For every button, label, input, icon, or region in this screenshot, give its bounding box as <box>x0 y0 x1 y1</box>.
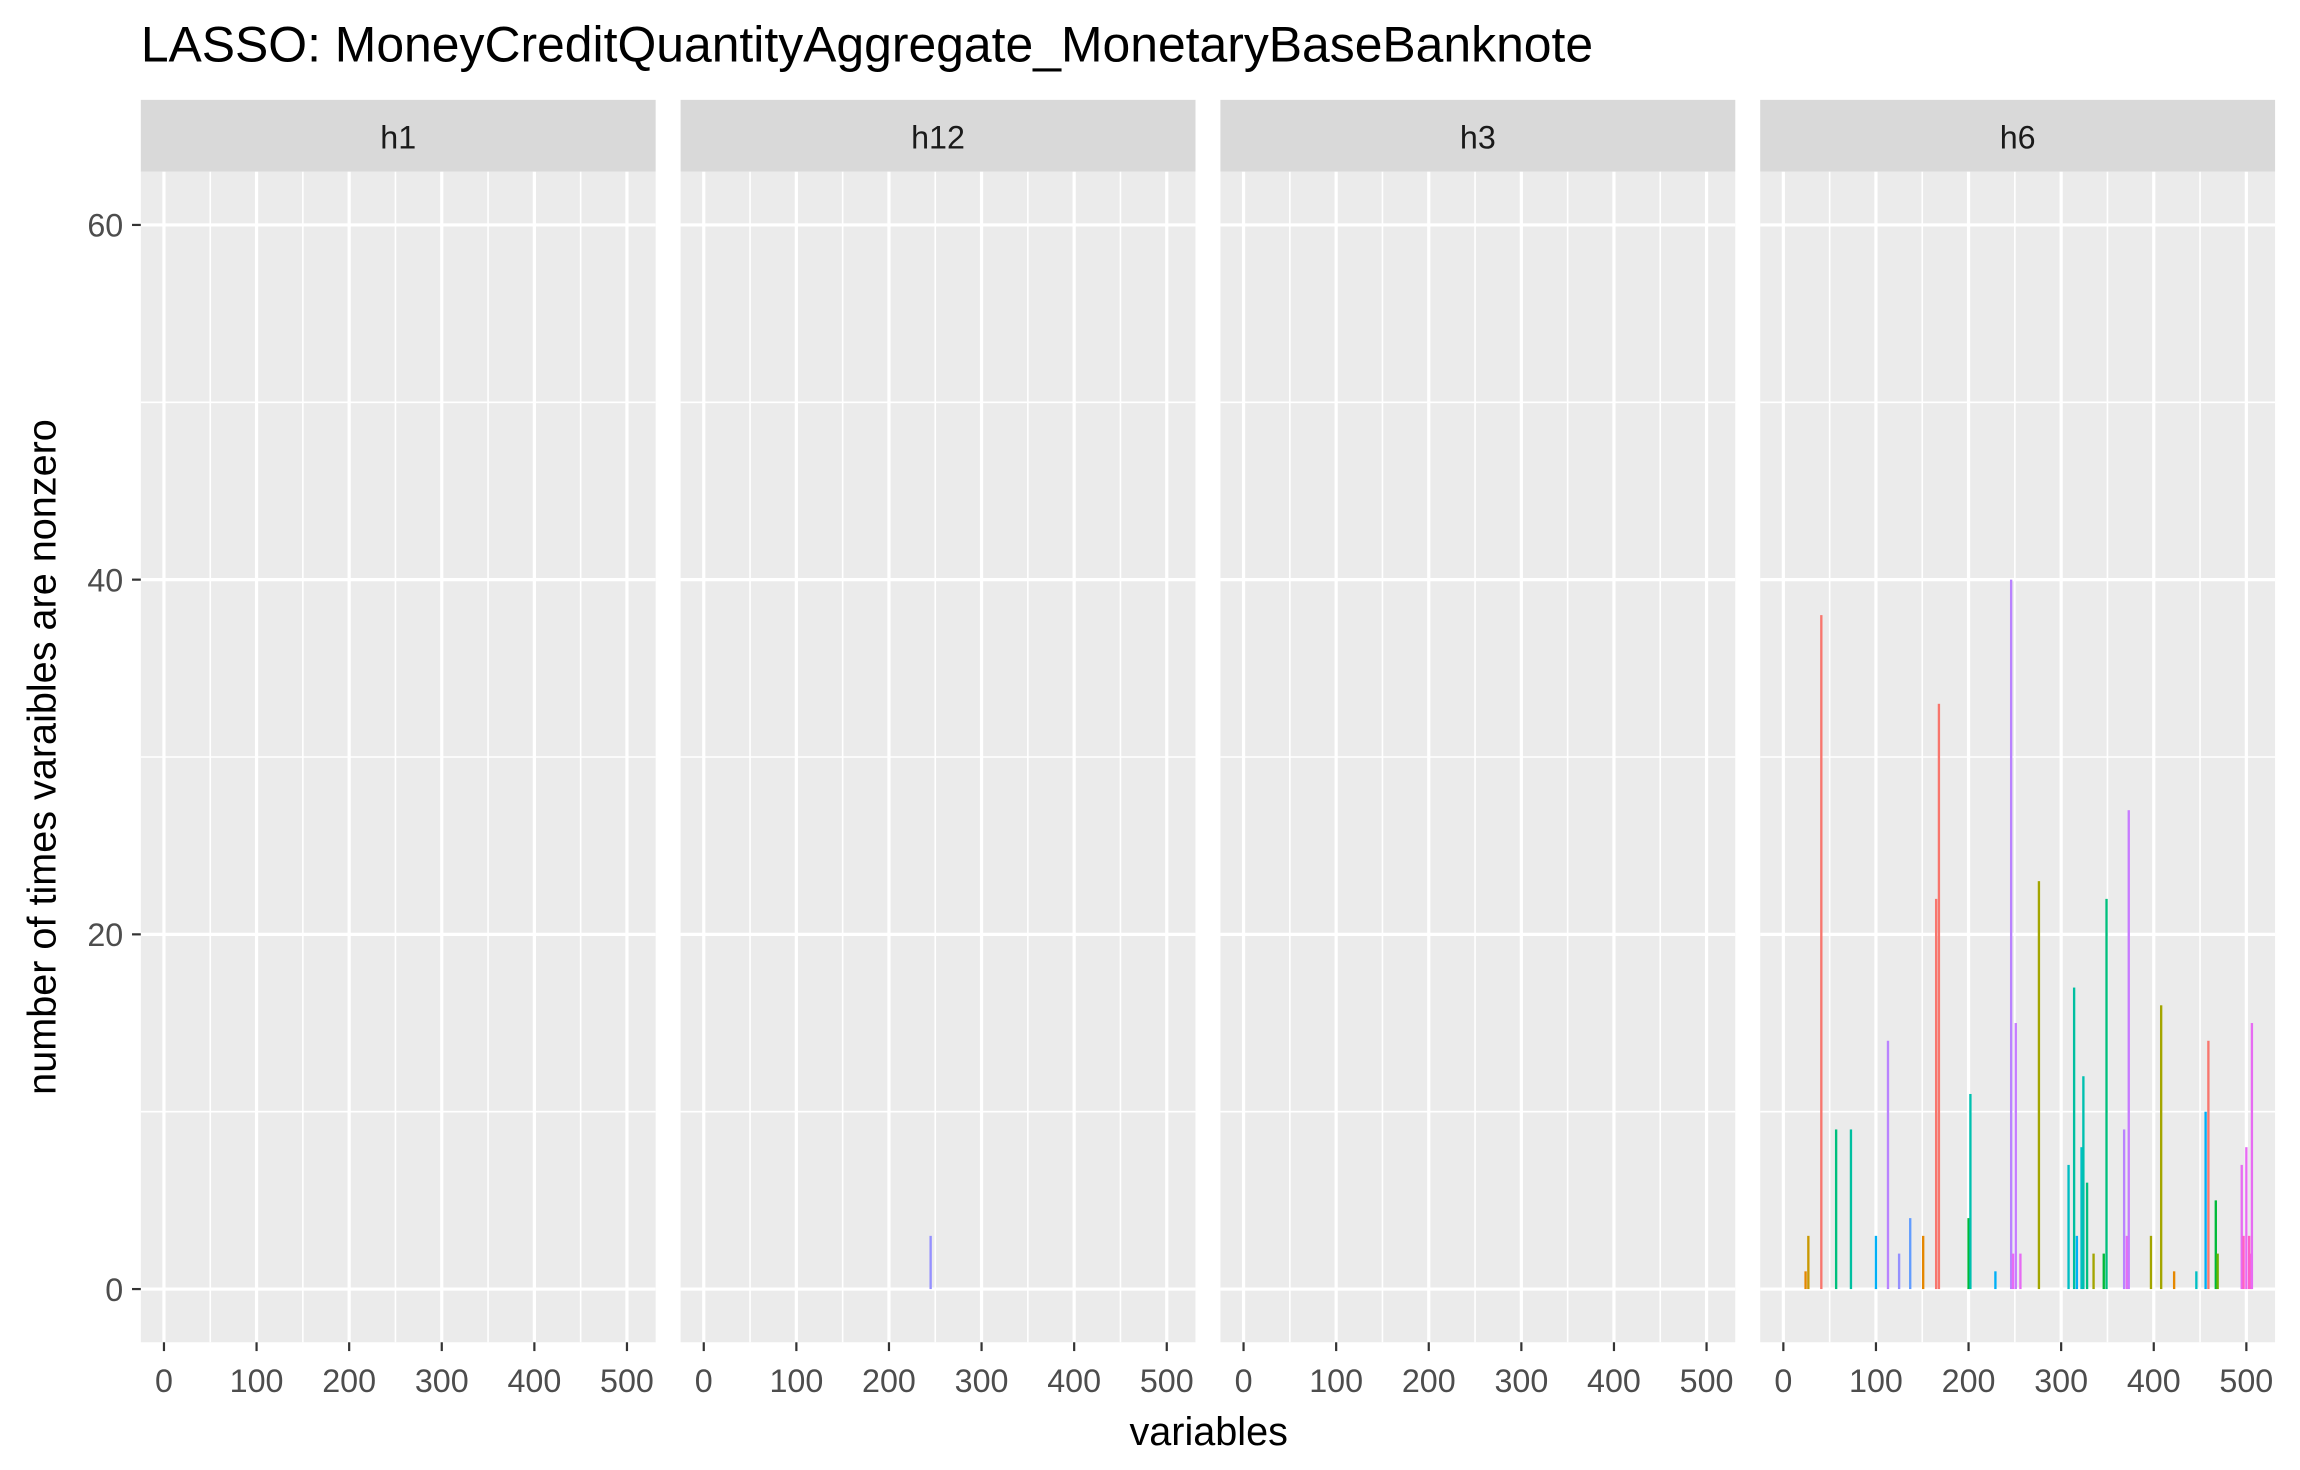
x-tick-label: 400 <box>2127 1363 2181 1399</box>
bar <box>2037 881 2041 1290</box>
x-tick-label: 200 <box>1402 1363 1456 1399</box>
bar <box>1874 1235 1878 1290</box>
bar <box>2011 1253 2015 1290</box>
bar <box>1969 1093 1972 1290</box>
bar <box>2085 1182 2089 1290</box>
bar <box>1849 1129 1853 1290</box>
bar <box>2250 1023 2254 1290</box>
bar <box>2245 1147 2248 1290</box>
bar <box>2075 1235 2079 1290</box>
bar <box>1994 1271 1997 1290</box>
y-tick-label: 60 <box>87 208 123 244</box>
x-tick-label: 300 <box>415 1363 469 1399</box>
x-tick-label: 100 <box>1849 1363 1903 1399</box>
bar <box>2122 1129 2126 1290</box>
bar <box>1820 615 1823 1290</box>
y-tick-label: 20 <box>87 917 123 953</box>
bar <box>2195 1271 2198 1290</box>
facet-label: h6 <box>2000 119 2036 155</box>
bar <box>2082 1076 2085 1290</box>
x-tick-label: 400 <box>1047 1363 1101 1399</box>
facet-label: h3 <box>1460 119 1496 155</box>
x-axis-label: variables <box>1129 1410 1287 1454</box>
x-tick-label: 400 <box>1587 1363 1641 1399</box>
x-tick-label: 500 <box>2219 1363 2273 1399</box>
x-tick-label: 300 <box>1494 1363 1548 1399</box>
x-tick-label: 200 <box>1942 1363 1996 1399</box>
bar <box>2067 1164 2070 1290</box>
bar <box>2240 1164 2243 1290</box>
x-tick-label: 0 <box>155 1363 173 1399</box>
bar <box>929 1235 932 1290</box>
bar <box>1886 1040 1890 1290</box>
x-tick-label: 200 <box>862 1363 916 1399</box>
x-tick-label: 500 <box>1680 1363 1734 1399</box>
strip <box>140 99 656 172</box>
bar <box>2214 1200 2217 1290</box>
bar <box>2092 1253 2095 1290</box>
bar <box>2125 1235 2129 1290</box>
chart-title: LASSO: MoneyCreditQuantityAggregate_Mone… <box>141 17 1593 73</box>
bar <box>1934 898 1938 1290</box>
bar <box>2080 1147 2083 1290</box>
bar <box>1922 1235 1925 1290</box>
x-tick-label: 100 <box>230 1363 284 1399</box>
facet-label: h12 <box>911 119 965 155</box>
x-tick-label: 300 <box>955 1363 1009 1399</box>
x-tick-label: 100 <box>1309 1363 1363 1399</box>
bar <box>1834 1129 1838 1290</box>
bar <box>2019 1253 2022 1290</box>
bar <box>1909 1218 1912 1290</box>
x-tick-label: 300 <box>2034 1363 2088 1399</box>
bar <box>1807 1235 1810 1290</box>
facet-label: h1 <box>380 119 416 155</box>
x-tick-label: 100 <box>769 1363 823 1399</box>
bar <box>2014 1023 2017 1290</box>
x-tick-label: 0 <box>695 1363 713 1399</box>
x-tick-label: 0 <box>1774 1363 1792 1399</box>
x-tick-label: 200 <box>322 1363 376 1399</box>
x-tick-label: 500 <box>1140 1363 1194 1399</box>
y-tick-label: 0 <box>105 1272 123 1308</box>
bar <box>2009 579 2013 1290</box>
strip <box>1220 99 1736 172</box>
y-tick-label: 40 <box>87 562 123 598</box>
bar <box>2172 1271 2176 1290</box>
bar <box>1937 703 1941 1290</box>
strip <box>1760 99 2276 172</box>
bar <box>2247 1235 2251 1290</box>
bar <box>1967 1218 1970 1290</box>
bar <box>2102 1253 2105 1290</box>
bar <box>2072 987 2076 1290</box>
bar <box>1897 1253 1901 1290</box>
bar <box>2105 898 2108 1290</box>
bar <box>2242 1235 2245 1290</box>
x-tick-label: 0 <box>1235 1363 1253 1399</box>
bar <box>2159 1005 2163 1290</box>
strip <box>680 99 1196 172</box>
bar <box>2216 1253 2219 1290</box>
bar <box>2127 810 2130 1290</box>
bar <box>2207 1040 2210 1290</box>
bar <box>2204 1111 2207 1290</box>
y-axis-label: number of times varaibles are nonzero <box>21 419 65 1095</box>
x-tick-label: 400 <box>507 1363 561 1399</box>
bar <box>2149 1235 2153 1290</box>
bar <box>1804 1271 1807 1290</box>
x-tick-label: 500 <box>600 1363 654 1399</box>
